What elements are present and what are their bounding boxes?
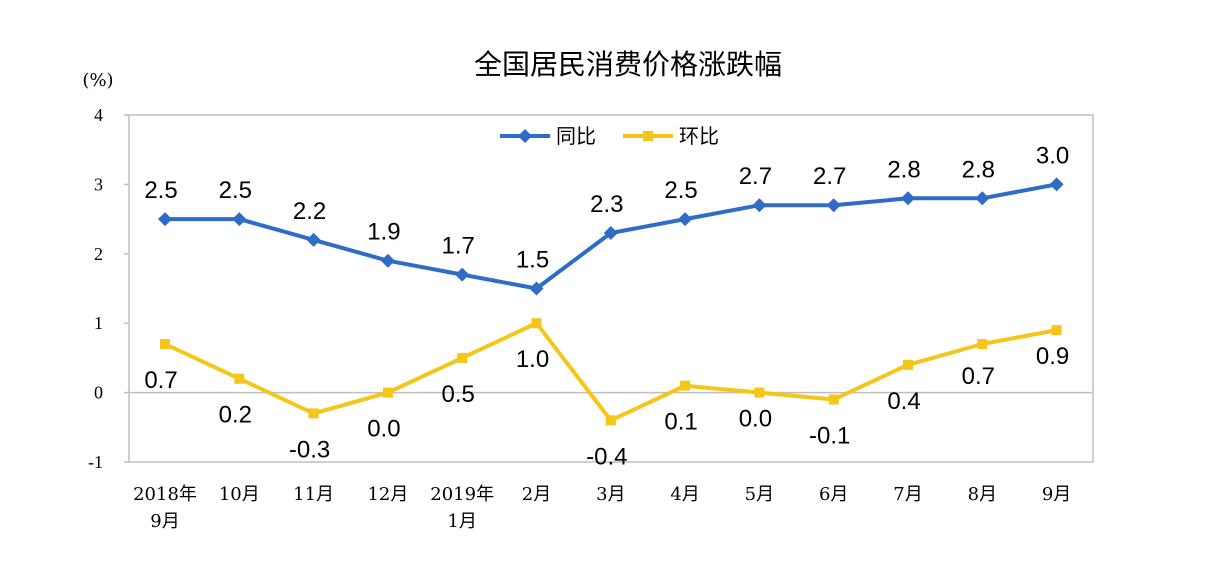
yoy-point — [975, 191, 990, 206]
legend-label: 环比 — [679, 124, 719, 148]
mom-data-label: 0.7 — [144, 367, 177, 394]
y-tick-label: 1 — [94, 313, 103, 333]
mom-point — [234, 373, 245, 384]
x-tick-label: 2月 — [522, 484, 551, 505]
mom-point — [457, 352, 468, 363]
mom-point — [977, 339, 988, 350]
x-tick-label: 8月 — [968, 484, 997, 505]
mom-data-label: 0.4 — [887, 388, 920, 415]
mom-data-label: 0.5 — [442, 381, 475, 408]
mom-point — [828, 394, 839, 405]
yoy-data-label: 2.5 — [219, 177, 252, 204]
mom-point — [382, 387, 393, 398]
mom-data-label: 0.0 — [367, 416, 400, 443]
x-tick-label: 3月 — [596, 484, 625, 505]
x-tick-label: 12月 — [367, 484, 408, 505]
yoy-point — [306, 232, 321, 247]
x-tick-label: 6月 — [819, 484, 848, 505]
yoy-data-label: 3.0 — [1036, 142, 1069, 169]
mom-data-label: -0.4 — [586, 443, 627, 470]
y-tick-label: 3 — [94, 174, 103, 194]
x-tick-label: 4月 — [670, 484, 699, 505]
yoy-point — [752, 198, 767, 213]
y-axis: -1 0 1 2 3 4 — [88, 105, 1093, 472]
mom-point — [160, 339, 170, 350]
x-tick-label: 9月 — [1042, 484, 1071, 505]
mom-point — [680, 380, 691, 391]
yoy-data-label: 1.9 — [367, 219, 400, 246]
plot-frame — [128, 114, 1094, 463]
yoy-point — [232, 212, 247, 227]
legend: 同比 环比 — [500, 124, 719, 148]
x-tick-label: 5月 — [745, 484, 774, 505]
mom-data-label: -0.1 — [809, 423, 850, 450]
yoy-data-label: 2.2 — [293, 198, 326, 225]
legend-marker — [643, 131, 653, 141]
yoy-data-label: 2.5 — [144, 177, 177, 204]
mom-point — [1051, 325, 1062, 336]
x-tick-label: 11月 — [293, 484, 334, 505]
x-axis: 2018年 9月 10月 11月 12月 2019年 1月 2月 3月 4月 5月 6月 7月 8月 9月 — [133, 484, 1071, 532]
data-labels: 2.5 2.5 2.2 1.9 1.7 1.5 2.3 2.5 2.7 2.7 2.8 2.8 3.0 0… — [144, 142, 1069, 470]
mom-point — [754, 387, 765, 398]
yoy-point — [826, 198, 841, 213]
y-tick-label: 0 — [94, 383, 103, 403]
x-tick-label: 7月 — [893, 484, 922, 505]
series-markers — [158, 177, 1064, 426]
mom-data-label: 0.9 — [1036, 343, 1069, 370]
yoy-data-label: 2.7 — [813, 163, 846, 190]
mom-data-label: 0.1 — [664, 409, 697, 436]
mom-data-label: 0.2 — [219, 402, 252, 429]
yoy-point — [603, 225, 618, 240]
mom-data-label: -0.3 — [289, 436, 330, 463]
chart-title: 全国居民消费价格涨跌幅 — [474, 48, 782, 81]
x-tick-label: 1月 — [447, 511, 476, 532]
yoy-data-label: 2.5 — [664, 177, 697, 204]
yoy-point — [158, 212, 172, 227]
yoy-point — [529, 281, 544, 296]
mom-data-label: 0.0 — [739, 406, 772, 433]
yoy-point — [380, 253, 395, 268]
mom-point — [308, 408, 319, 419]
yoy-data-label: 2.7 — [739, 163, 772, 190]
x-tick-label: 2019年 — [430, 484, 494, 505]
yoy-point — [1049, 177, 1064, 192]
mom-point — [531, 318, 542, 329]
yoy-data-label: 1.7 — [442, 233, 475, 260]
series-line-mom — [164, 321, 1057, 423]
x-tick-label: 10月 — [219, 484, 260, 505]
yoy-data-label: 1.5 — [516, 247, 549, 274]
yoy-point — [455, 267, 470, 282]
mom-point — [605, 415, 616, 426]
legend-label: 同比 — [556, 124, 596, 148]
yoy-data-label: 2.3 — [590, 191, 623, 218]
mom-data-label: 0.7 — [962, 363, 995, 390]
legend-marker — [518, 129, 532, 143]
yoy-point — [901, 191, 915, 206]
yoy-data-label: 2.8 — [962, 156, 995, 183]
x-tick-label: 2018年 — [133, 484, 197, 505]
y-unit-label: (%) — [82, 70, 113, 91]
y-tick-label: 2 — [94, 244, 103, 264]
y-tick-label: -1 — [88, 452, 103, 472]
yoy-data-label: 2.8 — [887, 156, 920, 183]
yoy-point — [678, 212, 693, 227]
mom-point — [903, 359, 913, 370]
x-tick-label: 9月 — [150, 511, 179, 532]
mom-data-label: 1.0 — [516, 346, 549, 373]
y-tick-label: 4 — [94, 105, 103, 125]
